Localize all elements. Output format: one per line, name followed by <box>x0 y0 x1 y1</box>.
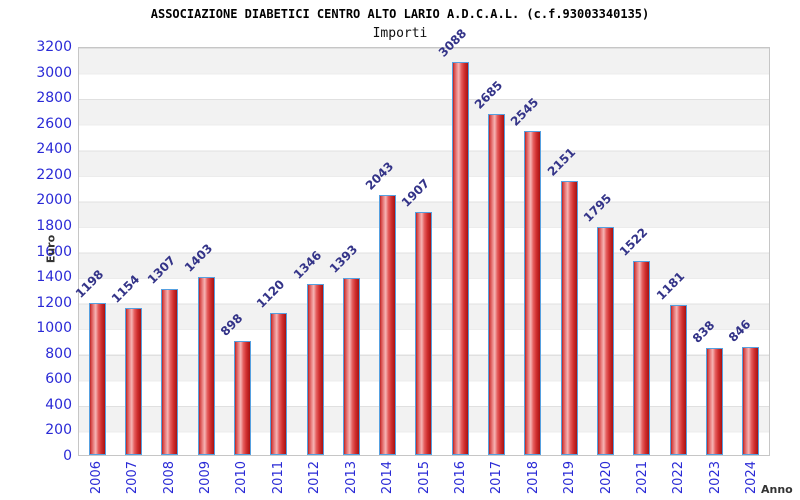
bar-slot: 1154 <box>109 48 151 455</box>
y-tick-label: 2800 <box>36 90 72 107</box>
bar-2021: 1522 <box>617 226 651 455</box>
bar-slot: 1181 <box>653 48 696 455</box>
bar-2014: 2043 <box>363 159 396 455</box>
bar-slot: 846 <box>726 48 769 455</box>
x-tick-label: 2018 <box>525 461 541 495</box>
x-tick-label: 2011 <box>270 461 286 495</box>
y-tick-label: 3000 <box>36 64 72 81</box>
bar-2019: 2151 <box>545 146 578 455</box>
y-axis-title: Euro <box>44 234 58 264</box>
bar-slot: 2043 <box>363 48 406 455</box>
y-tick-label: 0 <box>63 448 72 464</box>
bars-container: 1198 1154 1307 1403 898 1120 1346 1393 2043 1907 3… <box>72 26 769 455</box>
y-tick-label: 2600 <box>36 115 72 132</box>
y-tick-label: 400 <box>45 396 72 413</box>
bar-slot: 1346 <box>290 48 333 455</box>
x-tick-label: 2014 <box>380 461 396 495</box>
bar-slot: 1393 <box>327 48 369 455</box>
bar-slot: 838 <box>690 48 732 455</box>
bar-2020: 1795 <box>581 191 614 455</box>
bar-2017: 2685 <box>472 78 505 455</box>
bar-2012: 1346 <box>290 248 324 455</box>
y-tick-label: 1600 <box>36 243 72 260</box>
x-tick-label: 2008 <box>161 461 177 495</box>
x-tick-label: 2013 <box>343 461 359 495</box>
y-tick-label: 1400 <box>36 269 72 286</box>
x-tick-label: 2021 <box>635 461 651 495</box>
bar-slot: 2545 <box>508 48 551 455</box>
y-tick-label: 2200 <box>36 166 72 183</box>
bar-slot: 3088 <box>436 26 478 455</box>
y-tick-label: 1000 <box>36 320 72 337</box>
y-tick-label: 1200 <box>36 294 72 311</box>
bar-2023: 838 <box>690 319 723 455</box>
y-tick-label: 600 <box>45 371 72 388</box>
bar-slot: 1307 <box>145 48 188 455</box>
bar-value-label: 1198 <box>72 266 106 301</box>
bar-2016: 3088 <box>436 26 469 455</box>
bar-slot: 1907 <box>399 48 442 455</box>
bar-2008: 1307 <box>145 253 179 455</box>
bar-slot: 1522 <box>617 48 660 455</box>
chart-subtitle: Importi <box>372 26 428 41</box>
x-tick-label: 2006 <box>88 461 104 495</box>
bar-2011: 1120 <box>254 277 288 455</box>
bar-slot: 898 <box>218 48 260 455</box>
x-tick-label: 2023 <box>707 461 723 495</box>
x-tick-label: 2015 <box>416 461 432 495</box>
bar-2006: 1198 <box>72 267 106 455</box>
x-axis-title: Anno <box>761 483 793 496</box>
bar-2015: 1907 <box>399 177 433 455</box>
bar-slot: 2151 <box>545 48 587 455</box>
bar-2024: 846 <box>726 317 760 455</box>
bar-slot: 1120 <box>254 48 297 455</box>
y-tick-label: 1800 <box>36 217 72 234</box>
bar-2022: 1181 <box>653 269 687 455</box>
bar-slot: 1403 <box>181 48 224 455</box>
y-tick-label: 800 <box>45 345 72 362</box>
y-tick-label: 200 <box>45 422 72 439</box>
bar-2007: 1154 <box>109 272 142 455</box>
bar-2013: 1393 <box>327 242 360 455</box>
x-tick-label: 2020 <box>598 461 614 495</box>
x-tick-label: 2019 <box>562 461 578 495</box>
x-tick-label: 2007 <box>125 461 141 495</box>
y-axis-tick-labels: 0 200 400 600 800 1000 1200 1400 1600 1800 2000 220… <box>0 0 72 500</box>
bar-2010: 898 <box>218 311 251 455</box>
bar-2009: 1403 <box>181 241 215 455</box>
y-tick-label: 3200 <box>36 39 72 55</box>
bar-2018: 2545 <box>508 95 542 455</box>
bar-slot: 1795 <box>581 48 623 455</box>
chart-title: ASSOCIAZIONE DIABETICI CENTRO ALTO LARIO… <box>150 7 650 21</box>
x-tick-label: 2017 <box>489 461 505 495</box>
x-tick-label: 2012 <box>307 461 323 495</box>
bar-slot: 2685 <box>472 48 514 455</box>
y-tick-label: 2400 <box>36 141 72 158</box>
x-axis-tick-labels: 2006 2007 2008 2009 2010 2011 2012 2013 2014 2015… <box>78 461 770 499</box>
x-tick-label: 2010 <box>234 461 250 495</box>
x-tick-label: 2009 <box>197 461 213 495</box>
x-tick-label: 2016 <box>452 461 468 495</box>
x-tick-label: 2022 <box>671 461 687 495</box>
bar-slot: 1198 <box>72 48 115 455</box>
y-tick-label: 2000 <box>36 192 72 209</box>
plot-area: 1198 1154 1307 1403 898 1120 1346 1393 2043 1907 3… <box>72 26 770 456</box>
